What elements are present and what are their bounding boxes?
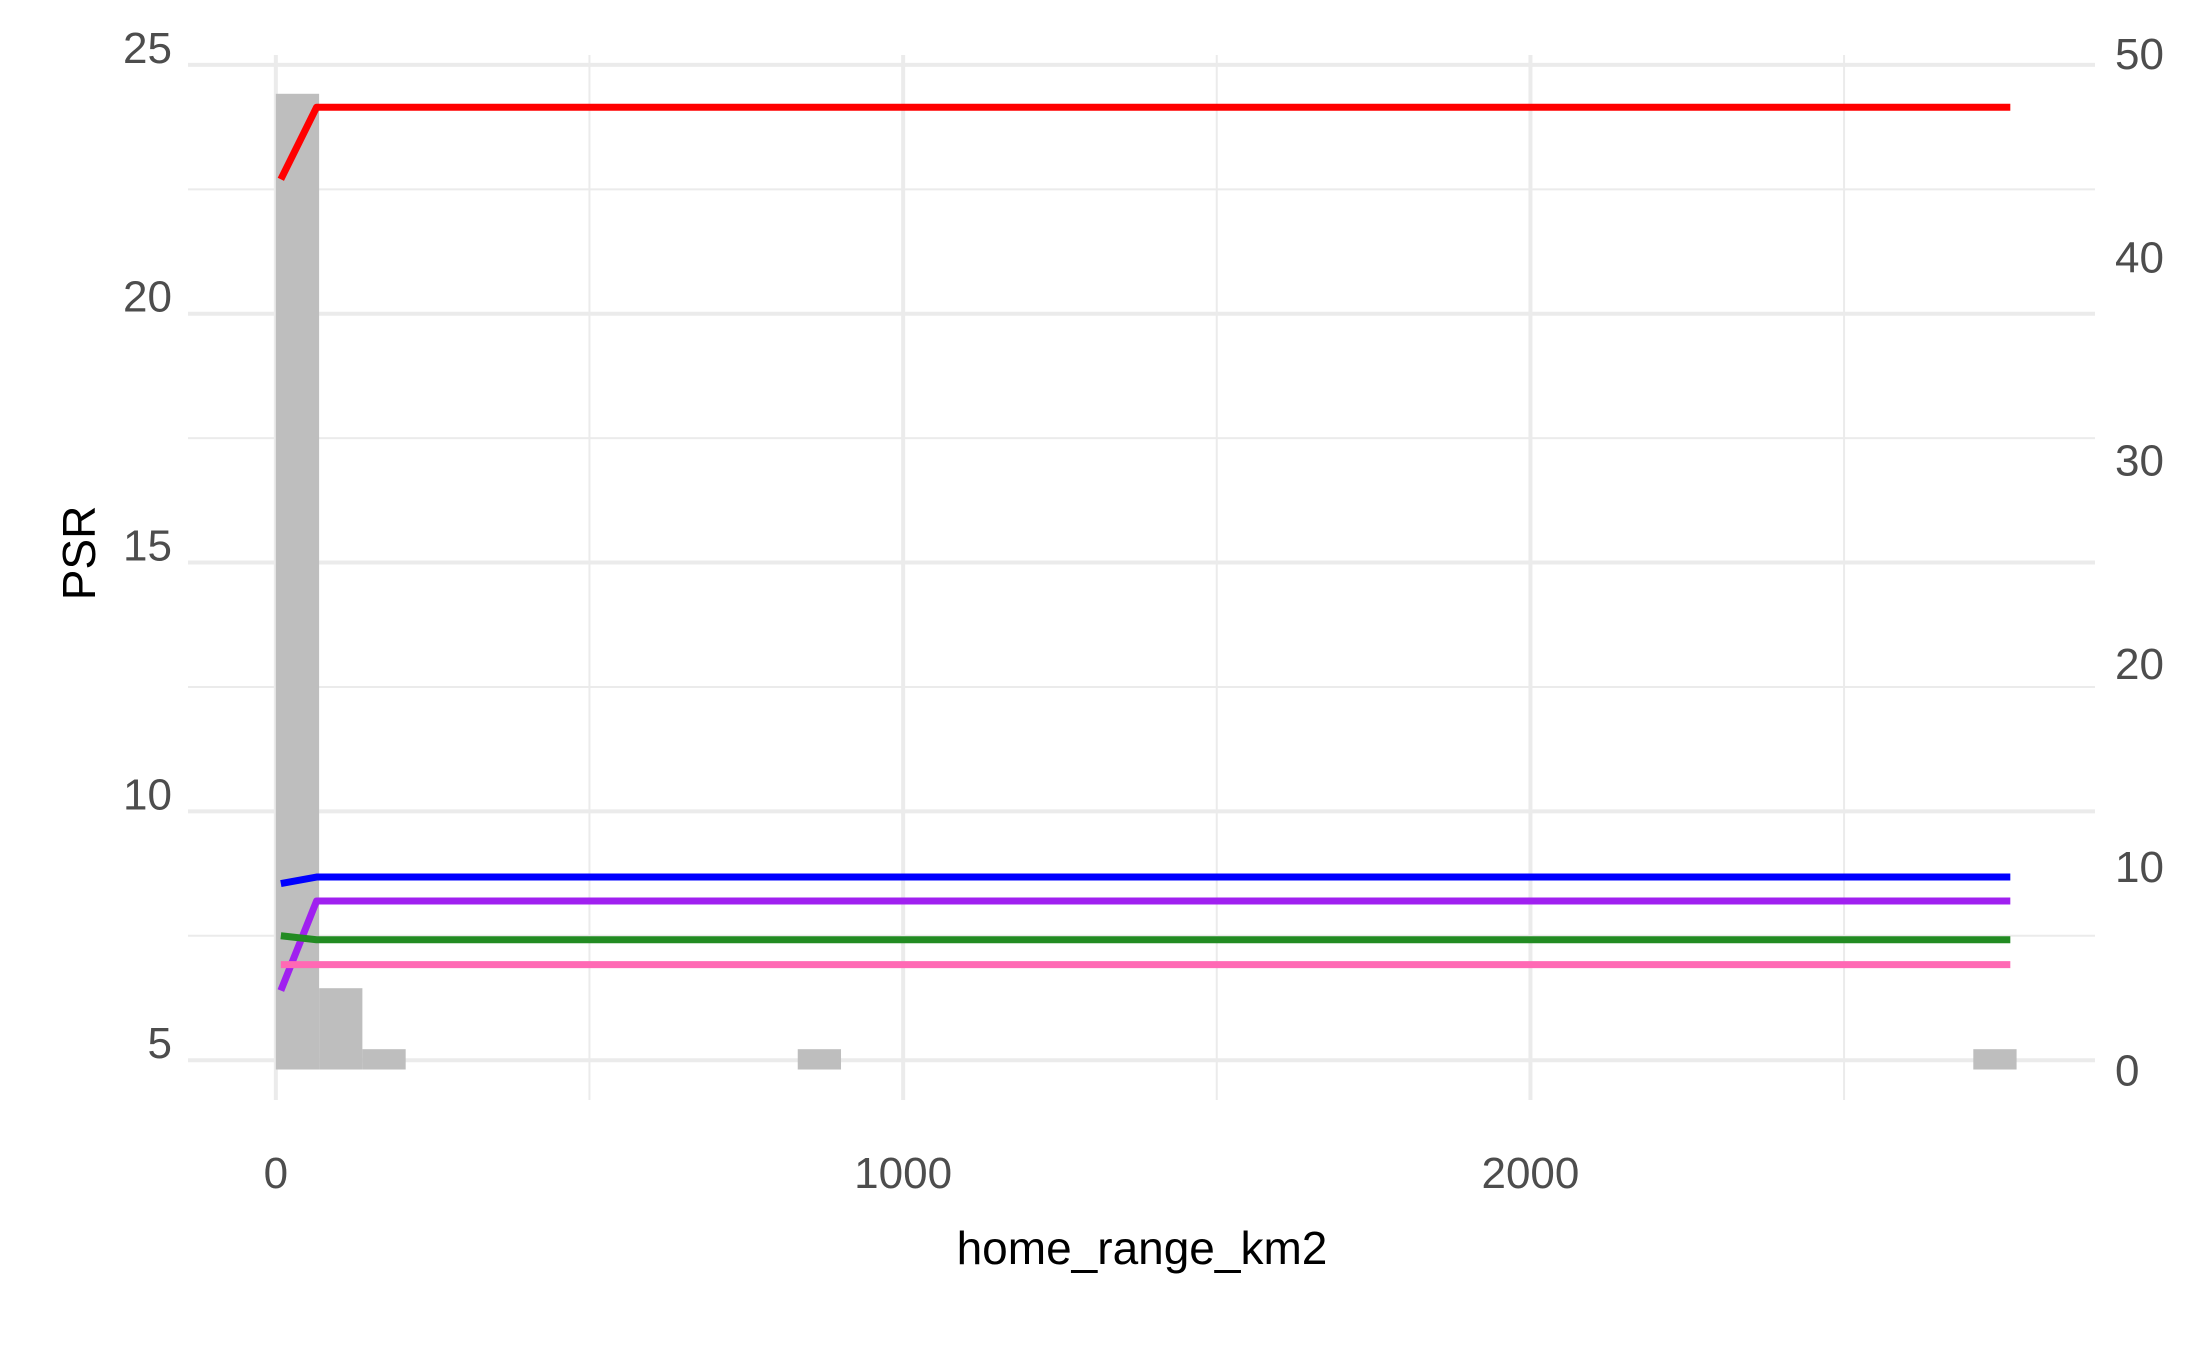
y2-tick-label: 50 — [2115, 30, 2164, 79]
y2-tick-label: 0 — [2115, 1047, 2139, 1096]
histogram — [275, 93, 2017, 1070]
y2-tick-label: 40 — [2115, 233, 2164, 282]
x-tick-label: 0 — [264, 1149, 288, 1198]
y-tick-label: 25 — [123, 24, 172, 73]
y2-tick-label: 30 — [2115, 437, 2164, 486]
y-axis-title: PSR — [53, 506, 105, 601]
histogram-bar — [362, 1049, 406, 1070]
y2-axis-tick-labels: 0 10 20 30 40 50 — [2115, 30, 2164, 1095]
x-tick-label: 1000 — [854, 1149, 952, 1198]
x-axis-tick-labels: 0 1000 2000 — [264, 1149, 1580, 1198]
histogram-bar — [1973, 1049, 2017, 1070]
histogram-bar — [319, 988, 363, 1070]
y-axis-tick-labels: 5 10 15 20 25 — [123, 24, 172, 1068]
series-line — [280, 873, 2011, 887]
y2-tick-label: 20 — [2115, 640, 2164, 689]
series-line — [280, 932, 2011, 944]
histogram-bar — [797, 1049, 842, 1070]
y-tick-label: 20 — [123, 273, 172, 322]
y-tick-label: 5 — [148, 1019, 172, 1068]
series-line — [277, 103, 2011, 181]
x-tick-label: 2000 — [1481, 1149, 1579, 1198]
series-line — [277, 897, 2011, 992]
x-axis-title: home_range_km2 — [957, 1222, 1328, 1274]
y-tick-label: 10 — [123, 770, 172, 819]
y-tick-label: 15 — [123, 522, 172, 571]
y2-tick-label: 10 — [2115, 843, 2164, 892]
histogram-bar — [275, 93, 320, 1070]
series-lines — [277, 103, 2011, 992]
